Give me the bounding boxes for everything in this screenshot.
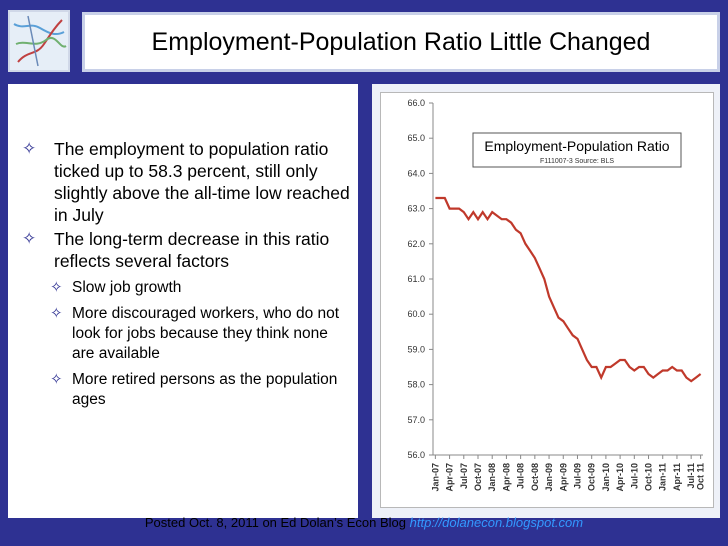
x-tick-label: Jul-07: [459, 463, 469, 489]
y-tick-label: 62.0: [407, 239, 425, 249]
y-tick-label: 66.0: [407, 98, 425, 108]
y-tick-label: 60.0: [407, 309, 425, 319]
y-tick-label: 58.0: [407, 380, 425, 390]
x-tick-label: Oct-09: [587, 463, 597, 491]
y-tick-label: 64.0: [407, 168, 425, 178]
bullet-text: More retired persons as the population a…: [72, 371, 338, 408]
x-tick-label: Jul-10: [629, 463, 639, 489]
x-tick-label: Apr-07: [445, 463, 455, 492]
x-tick-label: Apr-10: [615, 463, 625, 492]
sub-bullet-item: ✧ More discouraged workers, who do not lo…: [22, 304, 354, 364]
bullet-text: The employment to population ratio ticke…: [54, 139, 350, 225]
x-tick-label: Apr-11: [672, 463, 682, 491]
bullet-item: ✧ The long-term decrease in this ratio re…: [22, 228, 354, 272]
slide-title: Employment-Population Ratio Little Chang…: [151, 27, 651, 56]
y-tick-label: 63.0: [407, 204, 425, 214]
x-tick-label: Oct-07: [473, 463, 483, 491]
diamond-bullet-icon: ✧: [50, 305, 63, 322]
sub-bullet-item: ✧ More retired persons as the population …: [22, 370, 354, 410]
x-tick-label: Oct 11: [696, 463, 706, 490]
bullet-text: Slow job growth: [72, 279, 182, 296]
logo: [8, 10, 70, 72]
diamond-bullet-icon: ✧: [22, 229, 37, 248]
text-panel: ✧ The employment to population ratio tick…: [8, 84, 358, 518]
y-tick-label: 61.0: [407, 274, 425, 284]
series-line: [435, 196, 702, 383]
bullet-list: ✧ The employment to population ratio tick…: [22, 138, 354, 410]
x-tick-label: Oct-08: [530, 463, 540, 491]
y-tick-label: 57.0: [407, 415, 425, 425]
x-tick-label: Jan-10: [601, 463, 611, 492]
bullet-text: The long-term decrease in this ratio ref…: [54, 229, 330, 271]
diamond-bullet-icon: ✧: [22, 139, 37, 158]
bullet-text: More discouraged workers, who do not loo…: [72, 305, 340, 362]
x-tick-label: Jul-08: [516, 463, 526, 489]
chart-title-box: [472, 132, 682, 168]
chart-subtitle: F111007-3 Source: BLS: [540, 158, 614, 165]
y-tick-label: 59.0: [407, 344, 425, 354]
x-tick-label: Jan-11: [658, 463, 668, 491]
diamond-bullet-icon: ✧: [50, 279, 63, 296]
x-tick-label: Jan-07: [430, 463, 440, 492]
sub-bullet-item: ✧ Slow job growth: [22, 278, 354, 298]
chart-panel: 56.0 57.0 58.0 59.0 60.0 61.0 62.0 63.0 64.0 65.0…: [372, 84, 720, 518]
x-tick-label: Jul-11: [686, 463, 696, 489]
x-tick-label: Oct-10: [644, 463, 654, 491]
footer: Posted Oct. 8, 2011 on Ed Dolan’s Econ B…: [0, 515, 728, 530]
bullet-item: ✧ The employment to population ratio tick…: [22, 138, 354, 226]
footer-text: Posted Oct. 8, 2011 on Ed Dolan’s Econ B…: [144, 515, 407, 530]
x-tick-label: Jul-09: [572, 463, 582, 489]
y-tick-label: 65.0: [407, 133, 425, 143]
chart-frame: 56.0 57.0 58.0 59.0 60.0 61.0 62.0 63.0 64.0 65.0…: [380, 92, 714, 508]
x-tick-label: Apr-08: [501, 463, 511, 492]
x-tick-label: Jan-08: [487, 463, 497, 492]
blog-link[interactable]: http://dolanecon.blogspot.com: [409, 515, 584, 530]
chart-title: Employment-Population Ratio: [484, 138, 669, 154]
map-logo-icon: [10, 12, 68, 70]
y-tick-label: 56.0: [407, 450, 425, 460]
x-tick-label: Jan-09: [544, 463, 554, 492]
line-chart: 56.0 57.0 58.0 59.0 60.0 61.0 62.0 63.0 64.0 65.0…: [407, 98, 706, 492]
diamond-bullet-icon: ✧: [50, 371, 63, 388]
x-tick-label: Apr-09: [558, 463, 568, 492]
title-box: Employment-Population Ratio Little Chang…: [82, 12, 720, 72]
